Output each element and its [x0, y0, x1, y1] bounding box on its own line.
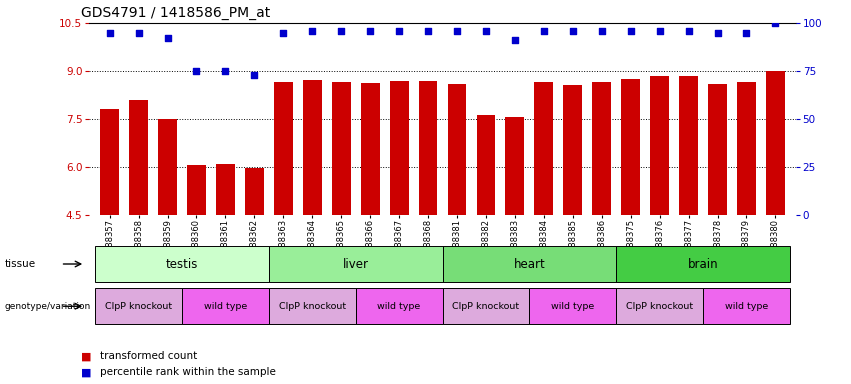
Text: ClpP knockout: ClpP knockout — [626, 302, 694, 311]
Point — [624, 28, 637, 34]
Point — [566, 28, 580, 34]
Text: tissue: tissue — [4, 259, 36, 269]
Bar — [100, 109, 119, 215]
Text: percentile rank within the sample: percentile rank within the sample — [100, 367, 276, 377]
Point — [595, 28, 608, 34]
Point — [682, 28, 695, 34]
Text: brain: brain — [688, 258, 718, 270]
Text: wild type: wild type — [203, 302, 247, 311]
Point — [740, 30, 753, 36]
Point — [450, 28, 464, 34]
Point — [334, 28, 348, 34]
Point — [363, 28, 377, 34]
Bar — [361, 83, 380, 215]
Text: testis: testis — [166, 258, 198, 270]
Text: wild type: wild type — [725, 302, 768, 311]
Bar — [187, 166, 206, 215]
Bar — [737, 82, 756, 215]
Point — [132, 30, 146, 36]
Text: ■: ■ — [81, 351, 91, 361]
Text: liver: liver — [343, 258, 368, 270]
Bar — [216, 164, 235, 215]
Point — [479, 28, 493, 34]
Text: heart: heart — [513, 258, 545, 270]
Point — [653, 28, 666, 34]
Text: ■: ■ — [81, 367, 91, 377]
Bar — [390, 81, 408, 215]
Point — [711, 30, 724, 36]
Bar — [245, 168, 264, 215]
Point — [161, 35, 174, 41]
Point — [190, 68, 203, 74]
Text: wild type: wild type — [378, 302, 420, 311]
Bar — [708, 84, 727, 215]
Bar — [419, 81, 437, 215]
Bar — [650, 76, 669, 215]
Text: ClpP knockout: ClpP knockout — [453, 302, 519, 311]
Text: genotype/variation: genotype/variation — [4, 302, 90, 311]
Point — [219, 68, 232, 74]
Point — [421, 28, 435, 34]
Bar — [448, 84, 466, 215]
Bar — [303, 80, 322, 215]
Point — [248, 72, 261, 78]
Text: wild type: wild type — [551, 302, 594, 311]
Text: GDS4791 / 1418586_PM_at: GDS4791 / 1418586_PM_at — [81, 6, 270, 20]
Point — [306, 28, 319, 34]
Point — [277, 30, 290, 36]
Text: ClpP knockout: ClpP knockout — [105, 302, 172, 311]
Bar — [592, 82, 611, 215]
Bar — [274, 82, 293, 215]
Bar — [505, 117, 524, 215]
Point — [768, 20, 782, 26]
Bar — [766, 71, 785, 215]
Bar — [129, 100, 148, 215]
Bar — [477, 115, 495, 215]
Text: transformed count: transformed count — [100, 351, 197, 361]
Bar — [679, 76, 698, 215]
Point — [392, 28, 406, 34]
Point — [537, 28, 551, 34]
Bar — [332, 82, 351, 215]
Point — [508, 37, 522, 43]
Bar — [621, 79, 640, 215]
Point — [103, 30, 117, 36]
Bar — [563, 86, 582, 215]
Bar — [158, 119, 177, 215]
Text: ClpP knockout: ClpP knockout — [278, 302, 346, 311]
Bar — [534, 82, 553, 215]
